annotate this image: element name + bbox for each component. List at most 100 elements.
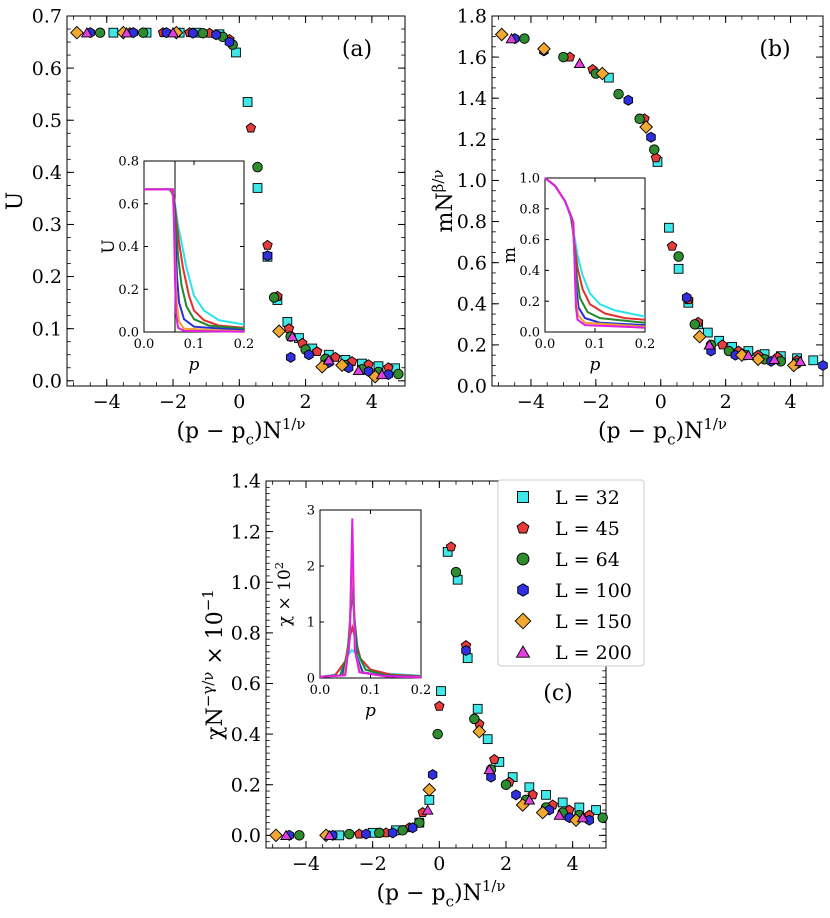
x-tick-label: 4 <box>785 391 797 413</box>
x-tick-label: 0.1 <box>360 683 381 698</box>
y-tick-label: 1.8 <box>457 6 487 28</box>
data-point <box>646 131 656 143</box>
data-point <box>663 222 674 233</box>
y-tick-label: 0.0 <box>457 376 487 398</box>
legend-label: L = 150 <box>555 611 632 633</box>
legend-label: L = 100 <box>555 580 632 602</box>
data-point <box>252 161 263 173</box>
data-point <box>120 26 133 38</box>
data-point <box>557 797 568 808</box>
panel-a: −4 −2 0 2 4 0.0 0.1 0.2 0.3 0.4 0.5 0.6 0.7 (a) (p − p… <box>3 6 406 449</box>
data-point <box>482 734 493 745</box>
data-point <box>294 830 305 841</box>
data-point <box>269 828 283 843</box>
data-point <box>573 57 586 68</box>
data-point <box>558 51 569 63</box>
y-tick-label: 0.0 <box>32 370 62 392</box>
data-point <box>591 805 601 815</box>
data-point <box>137 27 149 38</box>
inset-x-label: p <box>189 355 200 375</box>
y-axis-label: χN−γ/ν × 10−1 <box>199 589 228 740</box>
y-tick-label: 1.4 <box>457 88 487 110</box>
x-tick-label: 2 <box>720 391 732 413</box>
data-point <box>242 97 253 107</box>
data-point <box>304 349 314 361</box>
data-point <box>505 32 518 44</box>
data-point <box>472 703 483 714</box>
legend-label: L = 32 <box>555 487 620 509</box>
data-point <box>597 812 608 823</box>
y-tick-label: 1.6 <box>457 47 487 69</box>
y-tick-label: 0.8 <box>231 623 261 645</box>
y-tick-label: 0.4 <box>118 240 139 255</box>
y-tick-label: 1.4 <box>231 471 261 493</box>
y-tick-label: 1.2 <box>231 521 261 543</box>
data-point <box>703 339 716 350</box>
series-L200 <box>80 26 388 380</box>
x-tick-label: 0 <box>655 391 667 413</box>
x-tick-label: 0.2 <box>411 683 432 698</box>
x-tick-label: −2 <box>159 391 187 413</box>
y-tick-label: 1.0 <box>457 170 487 192</box>
x-tick-label: −2 <box>359 853 387 875</box>
y-tick-label: 0.4 <box>231 724 261 746</box>
data-point <box>613 88 624 100</box>
y-tick-label: 0.4 <box>519 264 540 279</box>
legend: L = 32 L = 45 L = 64 L = 100 L = 150 L = 200 <box>497 479 645 667</box>
data-point <box>80 27 93 38</box>
series-L200 <box>280 763 589 840</box>
x-tick-label: −4 <box>93 391 121 413</box>
y-tick-label: 0.2 <box>457 335 487 357</box>
data-point <box>445 541 457 552</box>
y-tick-label: 0.1 <box>32 318 62 340</box>
data-point <box>486 771 496 783</box>
data-point <box>94 27 106 38</box>
legend-entry: L = 150 <box>514 611 632 633</box>
inset-y-label: χ × 102 <box>272 562 295 626</box>
data-point <box>335 358 349 373</box>
y-tick-label: 0.2 <box>32 266 62 288</box>
data-point <box>673 263 684 274</box>
data-point <box>424 795 435 805</box>
series-L150 <box>70 25 383 384</box>
data-point <box>397 825 408 836</box>
data-point <box>322 354 335 365</box>
y-tick-label: 1.2 <box>457 129 487 151</box>
data-point <box>272 324 286 339</box>
legend-marker <box>516 552 530 566</box>
data-point <box>108 27 119 38</box>
legend-entry: L = 32 <box>517 487 620 509</box>
y-tick-label: 2 <box>307 560 315 575</box>
data-point <box>808 355 819 366</box>
y-tick-label: 0.2 <box>118 283 139 298</box>
x-tick-label: 0.0 <box>134 337 155 352</box>
data-point <box>576 811 589 823</box>
data-point <box>794 355 807 366</box>
inset: 0.0 0.1 0.2 0.0 0.2 0.4 0.6 0.8 p U <box>99 155 254 375</box>
y-tick-label: 0.6 <box>118 197 139 212</box>
data-point <box>523 794 536 805</box>
data-point <box>311 346 323 357</box>
x-axis-label: (p − pc)N1/ν <box>176 415 305 449</box>
legend-entry: L = 45 <box>516 518 620 540</box>
data-point <box>70 25 84 40</box>
x-tick-label: −2 <box>582 391 610 413</box>
x-tick-label: 0.0 <box>310 683 331 698</box>
y-tick-label: 0.2 <box>231 774 261 796</box>
data-point <box>469 713 480 725</box>
data-point <box>188 27 198 39</box>
x-axis-label: (p − pc)N1/ν <box>598 415 727 449</box>
data-point <box>387 827 398 839</box>
data-point <box>472 724 487 739</box>
data-point <box>818 359 828 371</box>
y-tick-label: 1.0 <box>519 172 540 187</box>
x-tick-label: −4 <box>292 853 320 875</box>
x-tick-label: 4 <box>567 853 579 875</box>
data-point <box>673 251 684 262</box>
y-tick-label: 0.4 <box>32 162 62 184</box>
legend-entry: L = 100 <box>517 580 632 602</box>
legend-label: L = 64 <box>555 549 620 571</box>
data-point <box>524 782 535 793</box>
data-point <box>436 686 446 696</box>
data-point <box>361 828 371 840</box>
